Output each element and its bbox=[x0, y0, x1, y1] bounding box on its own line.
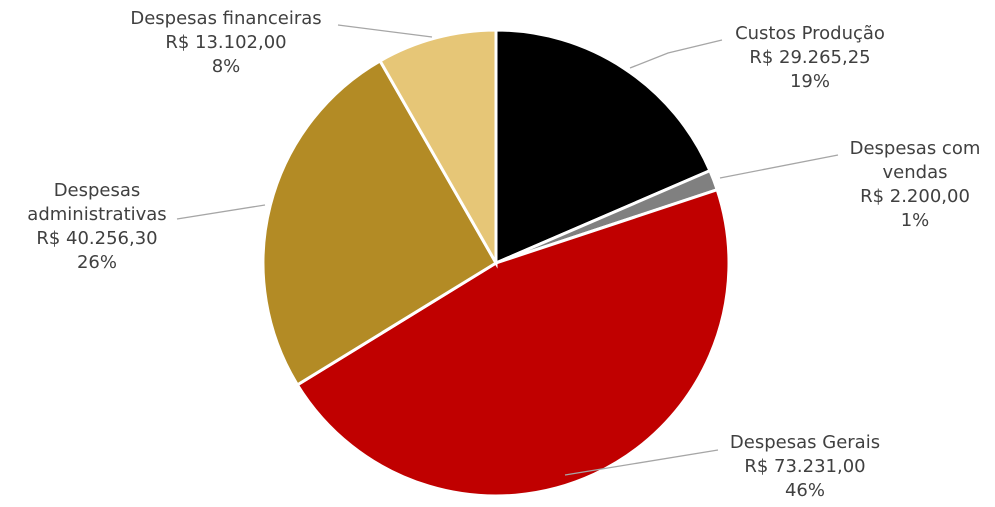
data-label-name: Despesas Gerais bbox=[730, 432, 880, 453]
leader-line-2 bbox=[564, 449, 719, 476]
data-label-value: R$ 73.231,00 bbox=[744, 456, 865, 477]
data-label-value: R$ 13.102,00 bbox=[165, 32, 286, 53]
pie-slice-0 bbox=[494, 28, 712, 266]
data-label-name: Despesas bbox=[54, 180, 141, 201]
data-label-1: Despesas com vendas R$ 2.200,00 1% bbox=[850, 138, 981, 231]
pie-slice-2 bbox=[295, 187, 731, 498]
pie-slice-4 bbox=[378, 28, 498, 269]
data-label-value: R$ 29.265,25 bbox=[749, 47, 870, 68]
data-label-value: R$ 2.200,00 bbox=[860, 186, 970, 207]
data-labels: Custos Produção R$ 29.265,25 19% Despesas c… bbox=[27, 8, 980, 501]
data-label-percent: 8% bbox=[212, 56, 241, 77]
data-label-value: R$ 40.256,30 bbox=[36, 228, 157, 249]
data-label-name: Custos Produção bbox=[735, 23, 885, 44]
leader-line-1 bbox=[719, 154, 839, 179]
leader-lines bbox=[176, 24, 839, 476]
data-label-name: administrativas bbox=[27, 204, 166, 225]
data-label-0: Custos Produção R$ 29.265,25 19% bbox=[735, 23, 885, 92]
leader-line-0 bbox=[629, 39, 723, 69]
data-label-name: vendas bbox=[883, 162, 948, 183]
data-label-3: Despesas administrativas R$ 40.256,30 26% bbox=[27, 180, 166, 273]
leader-line-4 bbox=[337, 24, 433, 38]
data-label-percent: 46% bbox=[785, 480, 825, 501]
data-label-name: Despesas financeiras bbox=[130, 8, 321, 29]
pie-slices bbox=[261, 28, 731, 498]
data-label-percent: 26% bbox=[77, 252, 117, 273]
data-label-4: Despesas financeiras R$ 13.102,00 8% bbox=[130, 8, 321, 77]
data-label-percent: 19% bbox=[790, 71, 830, 92]
data-label-name: Despesas com bbox=[850, 138, 981, 159]
data-label-percent: 1% bbox=[901, 210, 930, 231]
pie-slice-3 bbox=[261, 58, 499, 387]
data-label-2: Despesas Gerais R$ 73.231,00 46% bbox=[730, 432, 880, 501]
leader-line-3 bbox=[176, 204, 266, 220]
